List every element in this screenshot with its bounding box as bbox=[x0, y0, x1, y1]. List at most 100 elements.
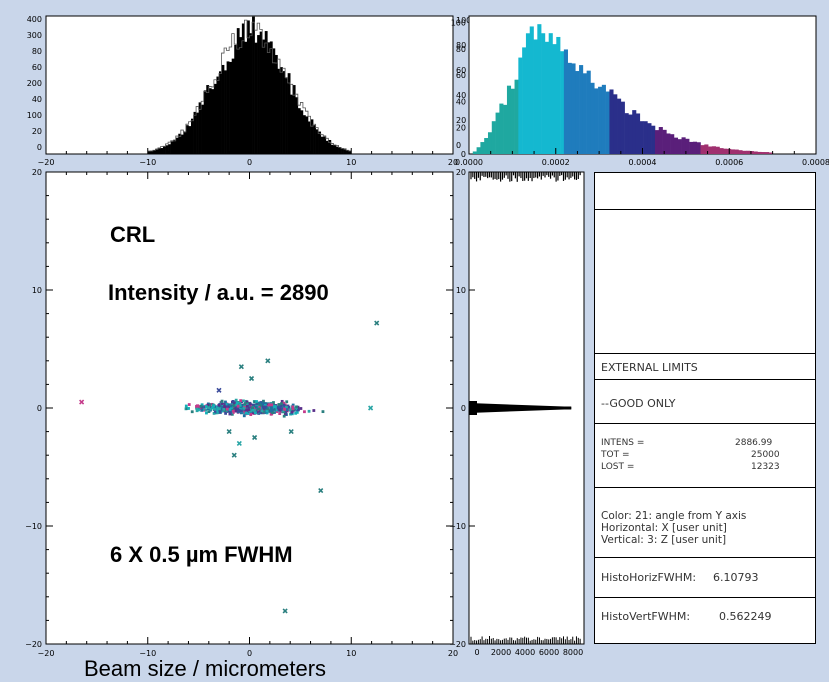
hist-bar bbox=[594, 88, 599, 154]
scatter-point bbox=[238, 407, 242, 411]
scatter-point bbox=[197, 408, 200, 412]
scatter-point bbox=[278, 412, 282, 415]
scatter-point bbox=[269, 412, 273, 416]
histo-vert-section: HistoVertFWHM: 0.562249 bbox=[595, 597, 815, 644]
hist-bar bbox=[522, 47, 527, 154]
scatter-point bbox=[234, 409, 238, 413]
scatter-point bbox=[223, 402, 227, 406]
hist-bar bbox=[628, 114, 633, 154]
hist-bar bbox=[635, 113, 641, 154]
scatter-point bbox=[251, 408, 255, 412]
hist-bar bbox=[673, 137, 679, 154]
hist-bar bbox=[178, 133, 182, 154]
x-tick-label: 0.0000 bbox=[455, 158, 483, 167]
x-tick-label: 0.0006 bbox=[715, 158, 743, 167]
scatter-point bbox=[253, 406, 257, 410]
scatter-point bbox=[277, 403, 281, 406]
y-tick-label: 40 bbox=[456, 97, 466, 106]
hist-bar bbox=[484, 138, 489, 154]
y-tick-label: 20 bbox=[456, 124, 466, 133]
scatter-point bbox=[236, 404, 240, 408]
scatter-point bbox=[259, 411, 262, 415]
hist-bar bbox=[246, 20, 250, 154]
hist-bar bbox=[730, 149, 735, 154]
scatter-point bbox=[279, 404, 283, 408]
scatter-point bbox=[225, 403, 229, 406]
scatter-point bbox=[238, 403, 242, 407]
x-tick-label: 0.0008 bbox=[802, 158, 829, 167]
hist-bar bbox=[510, 88, 515, 154]
x-tick-label: 10 bbox=[346, 158, 356, 167]
hist-bar bbox=[305, 116, 309, 154]
y-tick-label: 300 bbox=[27, 31, 42, 40]
scatter-point bbox=[209, 407, 212, 411]
scatter-point bbox=[239, 399, 243, 403]
hist-bar bbox=[609, 89, 614, 154]
y-tick-label: −20 bbox=[449, 640, 466, 649]
hist-bar bbox=[768, 152, 773, 154]
hist-bar bbox=[308, 121, 311, 154]
hist-bar bbox=[666, 133, 671, 154]
hist-bar bbox=[335, 146, 339, 154]
scatter-point bbox=[213, 407, 216, 411]
hist-bar bbox=[601, 84, 606, 154]
hist-bar bbox=[150, 150, 154, 154]
scatter-point bbox=[231, 400, 235, 403]
scatter-point bbox=[275, 410, 279, 413]
hist-bar bbox=[313, 125, 316, 154]
y-tick-label: −10 bbox=[449, 522, 466, 531]
scatter-point bbox=[216, 411, 220, 415]
hist-bar bbox=[654, 130, 660, 154]
scatter-point bbox=[240, 411, 243, 415]
x-tick-label: 0.0002 bbox=[542, 158, 570, 167]
hist-bar bbox=[175, 137, 179, 154]
scatter-point bbox=[205, 411, 208, 415]
hist-bar bbox=[295, 97, 299, 154]
scatter-point bbox=[269, 409, 273, 413]
good-only-text: --GOOD ONLY bbox=[601, 397, 676, 410]
hist-bar bbox=[689, 141, 694, 154]
hist-bar bbox=[280, 67, 283, 154]
y-tick-label: 20 bbox=[32, 168, 42, 177]
y-tick-label: 0 bbox=[37, 404, 42, 413]
hist-bar bbox=[254, 42, 258, 154]
scatter-point bbox=[271, 411, 274, 415]
hist-bar bbox=[259, 31, 263, 154]
scatter-point bbox=[368, 405, 374, 411]
hist-bar bbox=[711, 146, 716, 154]
scatter-point bbox=[233, 403, 237, 407]
scatter-point bbox=[185, 407, 189, 410]
scatter-point bbox=[273, 407, 276, 411]
histo-horiz-section: HistoHorizFWHM: 6.10793 bbox=[595, 557, 815, 598]
hist-bar bbox=[323, 136, 327, 154]
hist-bar bbox=[541, 33, 546, 155]
hist-bar bbox=[590, 82, 595, 154]
scatter-point bbox=[227, 403, 231, 407]
scatter-point bbox=[209, 406, 213, 409]
hist-bar bbox=[662, 129, 667, 154]
x-tick-label: −10 bbox=[139, 649, 156, 658]
hist-bar bbox=[333, 144, 337, 154]
scatter-point bbox=[257, 407, 261, 411]
scatter-point bbox=[291, 403, 295, 407]
scatter-point bbox=[283, 412, 287, 416]
scatter-point bbox=[275, 408, 279, 412]
scatter-point bbox=[227, 409, 231, 413]
scatter-point bbox=[270, 405, 273, 409]
hist-bar bbox=[480, 142, 485, 154]
external-limits-section: EXTERNAL LIMITS bbox=[595, 353, 815, 380]
hist-bar bbox=[734, 149, 739, 154]
scatter-point bbox=[224, 400, 227, 404]
scatter-point bbox=[218, 405, 222, 408]
hist-bar bbox=[267, 42, 271, 154]
hist-bar bbox=[639, 121, 644, 154]
hist-bar bbox=[221, 64, 225, 154]
x-axis-caption: Beam size / micrometers bbox=[84, 656, 327, 681]
hist-bar bbox=[469, 406, 572, 410]
scatter-point bbox=[249, 412, 253, 415]
scatter-point bbox=[291, 407, 295, 411]
lost-value: 12323 bbox=[751, 462, 780, 472]
scatter-point bbox=[211, 406, 214, 410]
crl-label: CRL bbox=[110, 222, 156, 247]
hist-bar bbox=[264, 31, 268, 155]
